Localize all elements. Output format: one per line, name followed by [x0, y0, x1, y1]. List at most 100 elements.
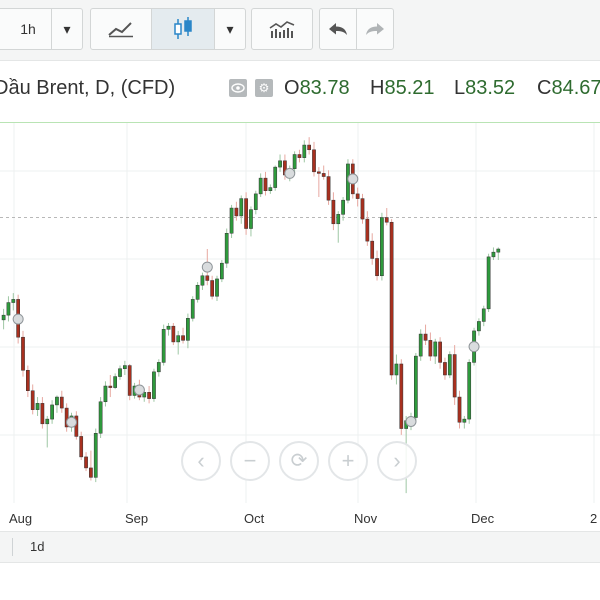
candle-body — [428, 340, 433, 357]
redo-icon — [366, 23, 384, 35]
ohlc-low: L83.52 — [454, 77, 515, 100]
event-marker — [405, 415, 417, 427]
candle-body — [64, 407, 69, 428]
candle — [384, 208, 389, 226]
candle-body — [50, 404, 54, 420]
zoom-out-button[interactable]: − — [230, 441, 270, 481]
candle — [98, 397, 103, 438]
interval-button[interactable]: 1h — [0, 9, 52, 49]
candle — [249, 206, 253, 237]
period-1d-button[interactable]: 1d — [30, 539, 45, 554]
candle — [312, 141, 316, 177]
candle-body — [224, 233, 229, 264]
zoom-in-button[interactable]: + — [328, 441, 368, 481]
gear-icon[interactable]: ⚙ — [255, 79, 273, 97]
candle — [253, 190, 258, 215]
header-separator — [0, 122, 600, 123]
candle-body — [389, 221, 394, 376]
interval-selector[interactable]: 1h ▾ — [0, 8, 83, 50]
candle-body — [161, 329, 166, 363]
candle-body — [84, 456, 88, 469]
candle — [433, 338, 438, 364]
candle — [93, 428, 98, 483]
candlestick-icon — [174, 17, 192, 39]
candle — [452, 345, 457, 405]
candle — [462, 415, 467, 429]
candle — [428, 332, 433, 361]
candle-body — [326, 176, 331, 201]
candle-body — [278, 160, 282, 168]
candle-body — [394, 363, 399, 376]
candle — [481, 305, 486, 327]
candle — [108, 375, 113, 398]
candle-body — [200, 275, 205, 286]
candle — [491, 247, 496, 261]
chart-type-dropdown-button[interactable]: ▾ — [215, 9, 245, 49]
scroll-right-button[interactable]: › — [377, 441, 417, 481]
candle-body — [253, 193, 258, 210]
candle-body — [195, 284, 200, 300]
price-chart[interactable] — [0, 123, 600, 503]
candle-body — [127, 365, 132, 396]
candle-body — [45, 418, 50, 425]
candle-body — [171, 325, 176, 343]
redo-button[interactable] — [357, 9, 393, 49]
event-markers — [12, 167, 480, 428]
undo-icon — [329, 23, 347, 35]
candle — [220, 260, 224, 283]
ohlc-low-value: 83.52 — [465, 77, 516, 99]
candle — [50, 400, 54, 424]
event-marker — [133, 384, 145, 396]
event-marker — [201, 261, 213, 273]
candle-body — [399, 363, 404, 429]
candle-body — [486, 256, 491, 310]
candle-body — [249, 209, 253, 229]
candle-body — [147, 392, 151, 399]
undo-button[interactable] — [320, 9, 357, 49]
candle-body — [297, 154, 302, 158]
candle — [123, 360, 127, 375]
candlestick-button[interactable] — [152, 9, 215, 49]
candle-body — [26, 370, 30, 391]
candle — [292, 151, 297, 174]
line-chart-button[interactable] — [91, 9, 152, 49]
candle-body — [355, 193, 360, 199]
chart-type-selector[interactable]: ▾ — [90, 8, 246, 50]
candle-body — [273, 166, 278, 188]
candle — [457, 390, 462, 429]
candle-body — [384, 217, 389, 223]
candle-body — [370, 240, 375, 259]
scroll-left-button[interactable]: ‹ — [181, 441, 221, 481]
candle-body — [496, 248, 501, 253]
candle — [200, 272, 205, 290]
indicators-group — [251, 8, 313, 50]
candle — [375, 250, 379, 281]
candle-body — [447, 354, 452, 376]
interval-dropdown-button[interactable]: ▾ — [52, 9, 82, 49]
candle-body — [331, 199, 336, 225]
candle-body — [433, 341, 438, 357]
candle — [195, 282, 200, 303]
candle — [297, 149, 302, 163]
candle-body — [190, 299, 195, 319]
ohlc-high-key: H — [370, 77, 385, 99]
candle-body — [123, 365, 127, 369]
candle — [326, 170, 331, 205]
candle-body — [234, 207, 239, 217]
eye-icon[interactable] — [229, 79, 247, 97]
ohlc-open-value: 83.78 — [299, 77, 350, 99]
candle — [113, 373, 118, 390]
candle — [45, 415, 50, 448]
candle — [55, 395, 59, 413]
ohlc-low-key: L — [454, 77, 466, 99]
candle-body — [491, 251, 496, 258]
candle — [21, 330, 25, 377]
candle — [40, 397, 45, 429]
candle-body — [11, 299, 16, 303]
indicators-button[interactable] — [252, 9, 312, 49]
candle-body — [98, 401, 103, 434]
candle — [215, 275, 219, 301]
reset-view-button[interactable]: ⟳ — [279, 441, 319, 481]
candle-body — [365, 218, 370, 242]
event-marker — [347, 173, 359, 185]
